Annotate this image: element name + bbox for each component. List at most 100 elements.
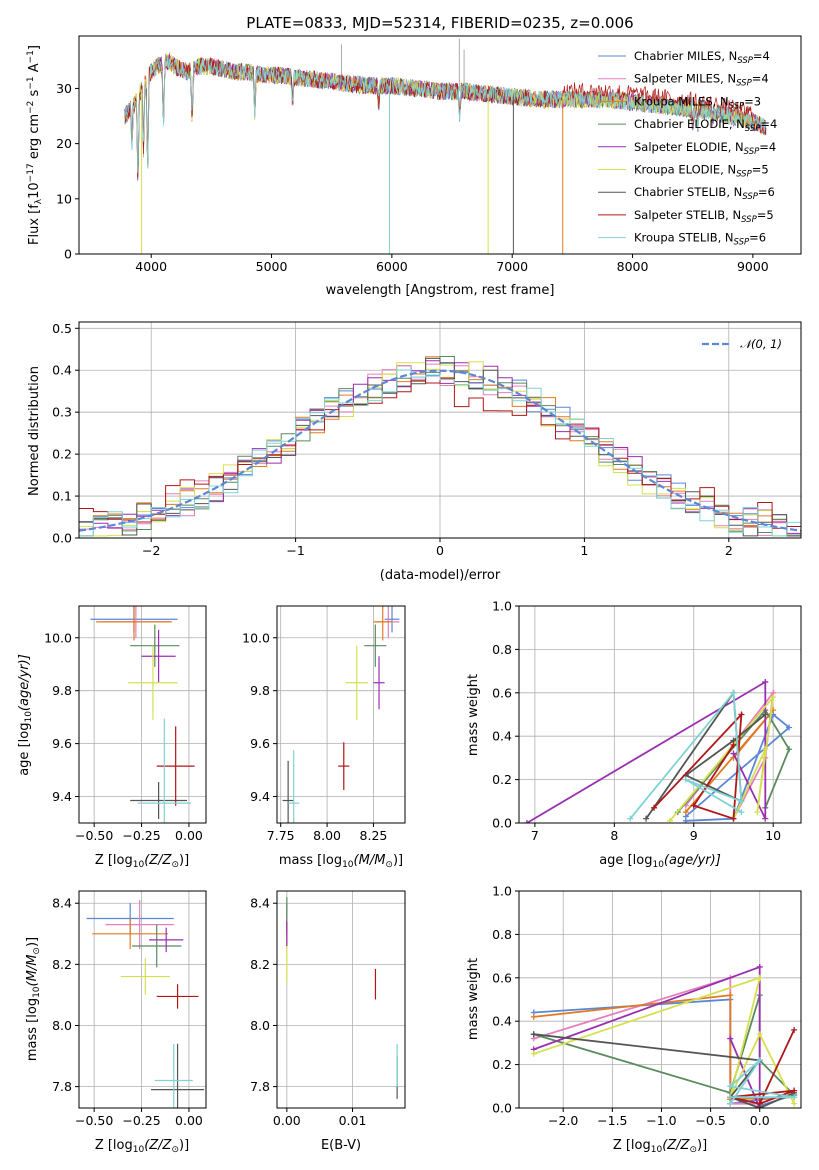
spectrum-ylabel: Flux [fλ10−17 erg cm−2 s−1 A−1]	[26, 45, 44, 245]
spectrum-legend-entry-2: Kroupa MILES, NSSP=3	[634, 94, 761, 111]
mass-weight-vs-age-frame	[518, 605, 802, 824]
mass-weight-vs-age-series-7-marker-1	[738, 711, 745, 718]
mass-weight-vs-z-plot-area	[530, 963, 798, 1108]
age-vs-z-frame	[78, 605, 207, 824]
residuals-ytick-label-4: 0.4	[52, 363, 72, 378]
mass-weight-vs-age-series-8-marker-3	[682, 776, 689, 783]
mass-weight-vs-z-series-8-marker-1	[756, 1057, 763, 1064]
residuals-frame	[78, 321, 802, 539]
spectrum-ytick-label-3: 30	[56, 81, 72, 96]
mass-weight-vs-z-series-4-marker-1	[756, 963, 763, 970]
residuals-xtick-label-0: −2	[142, 543, 160, 558]
mass-vs-ebv-xlabel: E(B-V)	[321, 1138, 361, 1153]
spectrum-series-7	[124, 56, 767, 178]
age-vs-z-ytick-label-3: 10.0	[44, 630, 72, 645]
mass-vs-ebv-xtick-label-1: 0.01	[339, 1113, 367, 1128]
age-vs-z-ylabel: age [log10(age/yr)]	[17, 654, 34, 776]
age-vs-mass-ytick-label-0: 9.4	[250, 789, 270, 804]
mass-vs-ebv-xtick-label-0: 0.00	[273, 1113, 301, 1128]
mass-weight-vs-z-xlabel: Z [log10(Z/Z⊙)]	[613, 1138, 707, 1155]
age-vs-mass-ytick-label-1: 9.6	[250, 736, 270, 751]
mass-weight-vs-age-series-7-marker-3	[690, 802, 697, 809]
mass-weight-vs-z-xtick-label-4: 0.0	[750, 1113, 770, 1128]
mass-vs-z-ytick-label-2: 8.2	[52, 957, 72, 972]
spectrum-legend-entry-7: Salpeter STELIB, NSSP=5	[634, 208, 774, 225]
spectrum-axes: 4000 5000 6000 7000 8000 9000 0 10 20 30	[56, 35, 802, 274]
mass-vs-z-plot-area	[86, 900, 205, 1108]
age-vs-z-panel: Z [log10(Z/Z⊙)] age [log10(age/yr)]	[17, 654, 189, 870]
mass-weight-vs-z-series-7-marker-0	[791, 1026, 798, 1033]
age-vs-mass-xlabel: mass [log10(M/M⊙)]	[279, 853, 403, 870]
mass-vs-ebv-frame	[276, 890, 406, 1109]
mass-weight-vs-age-series-4-marker-3	[730, 750, 737, 757]
spectrum-legend-entry-3: Chabrier ELODIE, NSSP=4	[634, 117, 777, 134]
mass-vs-ebv-ytick-label-1: 8.0	[250, 1018, 270, 1033]
age-vs-mass-plot-area	[282, 606, 400, 823]
residuals-panel: (data-model)/error Normed distribution	[27, 366, 501, 583]
mass-weight-vs-z-series-4-marker-3	[727, 1035, 734, 1042]
mass-weight-vs-age-series-3	[677, 708, 791, 813]
mass-weight-vs-age-ytick-label-1: 0.2	[492, 772, 512, 787]
residuals-ylabel: Normed distribution	[27, 366, 42, 496]
mass-weight-vs-age-series-6-marker-5	[762, 711, 769, 718]
residuals-ytick-label-1: 0.1	[52, 489, 72, 504]
residuals-axes: −2 −1 0 1 2 0.0 0.1 0.2 0.3 0.4 0.5	[52, 321, 802, 558]
age-vs-mass-ytick-label-3: 10.0	[242, 630, 270, 645]
mass-vs-z-ytick-label-0: 7.8	[52, 1079, 72, 1094]
spectrum-xtick-label-3: 7000	[496, 259, 528, 274]
mass-weight-vs-age-series-4-marker-1	[762, 678, 769, 685]
mass-vs-z-xtick-label-0: −0.50	[75, 1113, 113, 1128]
mass-vs-ebv-plot-area	[286, 897, 398, 1099]
age-vs-mass-grid	[277, 606, 405, 823]
age-vs-mass-axes: 7.75 8.00 8.25 9.4 9.6 9.8 10.0	[242, 605, 406, 843]
spectrum-series-8	[124, 57, 767, 173]
spectrum-legend-entry-4: Salpeter ELODIE, NSSP=4	[634, 140, 776, 157]
mass-vs-z-grid	[79, 891, 206, 1108]
mass-weight-vs-z-xtick-label-3: −0.5	[695, 1113, 725, 1128]
mass-vs-ebv-ytick-label-0: 7.8	[250, 1079, 270, 1094]
mass-weight-vs-age-series-8-marker-2	[738, 798, 745, 805]
age-vs-mass-xtick-label-0: 7.75	[267, 828, 295, 843]
mass-weight-vs-z-series-8-marker-3	[791, 1094, 798, 1101]
mass-weight-vs-z-series-5-marker-1	[756, 974, 763, 981]
age-vs-z-xlabel: Z [log10(Z/Z⊙)]	[95, 853, 189, 870]
mass-weight-vs-z-series-2-marker-0	[530, 1013, 537, 1020]
mass-weight-vs-z-ytick-label-0: 0.0	[492, 1101, 512, 1116]
age-vs-z-ytick-label-2: 9.8	[52, 683, 72, 698]
spectrum-legend-entry-0: Chabrier MILES, NSSP=4	[634, 49, 770, 66]
mass-weight-vs-z-xtick-label-1: −1.5	[597, 1113, 627, 1128]
mass-weight-vs-age-xtick-label-1: 8	[610, 828, 618, 843]
mass-weight-vs-z-ytick-label-4: 0.8	[492, 927, 512, 942]
mass-weight-vs-z-ylabel: mass weight	[466, 958, 481, 1040]
mass-vs-z-xtick-label-1: −0.25	[122, 1113, 160, 1128]
mass-weight-vs-age-series-5-marker-2	[754, 809, 761, 816]
spectrum-legend-entry-8: Kroupa STELIB, NSSP=6	[634, 231, 766, 248]
mass-weight-vs-age-ytick-label-2: 0.4	[492, 729, 512, 744]
spectrum-ytick-label-0: 0	[64, 247, 72, 262]
mass-weight-vs-z-ytick-label-3: 0.6	[492, 970, 512, 985]
mass-vs-z-ylabel: mass [log10(M/M⊙)]	[25, 937, 42, 1061]
residuals-xtick-label-1: −1	[286, 543, 304, 558]
age-vs-mass-panel: mass [log10(M/M⊙)]	[279, 853, 403, 870]
mass-vs-z-ytick-label-1: 8.0	[52, 1018, 72, 1033]
spectrum-xtick-label-4: 8000	[617, 259, 649, 274]
mass-weight-vs-z-panel: Z [log10(Z/Z⊙)] mass weight	[466, 958, 707, 1155]
mass-weight-vs-age-series-5-marker-1	[770, 694, 777, 701]
mass-vs-z-ytick-label-3: 8.4	[52, 896, 72, 911]
mass-vs-ebv-ytick-label-2: 8.2	[250, 957, 270, 972]
spectrum-xlabel: wavelength [Angstrom, rest frame]	[326, 283, 555, 298]
spectrum-xtick-label-2: 6000	[376, 259, 408, 274]
mass-weight-vs-z-series-6-marker-0	[530, 1031, 537, 1038]
age-vs-z-plot-area	[90, 606, 195, 823]
mass-weight-vs-z-series-8-marker-0	[727, 1100, 734, 1107]
mass-weight-vs-age-xtick-label-2: 9	[690, 828, 698, 843]
spectrum-legend-entry-6: Chabrier STELIB, NSSP=6	[634, 185, 775, 202]
mass-weight-vs-z-xtick-label-2: −1.0	[646, 1113, 676, 1128]
age-vs-z-axes: −0.50 −0.25 0.00 9.4 9.6 9.8 10.0	[44, 605, 207, 843]
spectrum-legend: Chabrier MILES, NSSP=4 Salpeter MILES, NS…	[598, 49, 777, 248]
mass-weight-vs-z-series-5-marker-4	[791, 1100, 798, 1107]
mass-weight-vs-z-ytick-label-1: 0.2	[492, 1057, 512, 1072]
age-vs-z-xtick-label-0: −0.50	[75, 828, 113, 843]
